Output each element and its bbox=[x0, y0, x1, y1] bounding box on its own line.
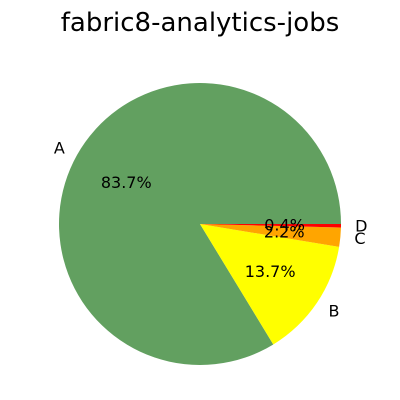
percent-label-b: 13.7% bbox=[245, 262, 296, 281]
pie-slices bbox=[58, 83, 341, 366]
chart-title: fabric8-analytics-jobs bbox=[61, 8, 340, 38]
pie-slice-c bbox=[200, 224, 341, 247]
category-label-b: B bbox=[329, 301, 340, 320]
percent-label-d: 0.4% bbox=[264, 216, 305, 235]
category-label-c: C bbox=[354, 229, 365, 248]
pie-slice-a bbox=[58, 83, 341, 366]
percent-label-c: 2.2% bbox=[264, 222, 305, 241]
pie-labels: A 83.7% B 13.7% C 2.2% D 0.4% bbox=[54, 139, 368, 321]
pie-slice-b bbox=[200, 224, 340, 345]
percent-label-a: 83.7% bbox=[101, 173, 152, 192]
category-label-a: A bbox=[54, 139, 65, 158]
pie-slice-d bbox=[200, 224, 341, 228]
category-label-d: D bbox=[355, 216, 367, 235]
